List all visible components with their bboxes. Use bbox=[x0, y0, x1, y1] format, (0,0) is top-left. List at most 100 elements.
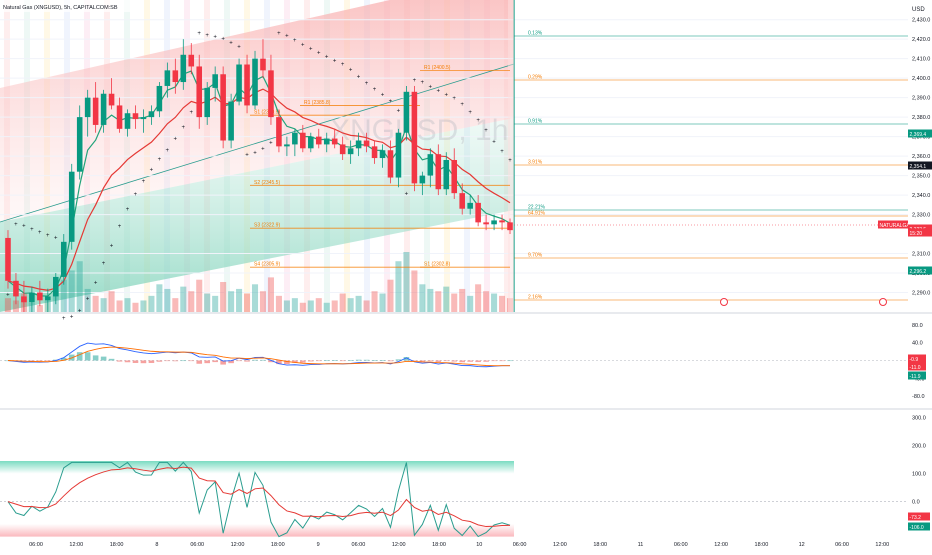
candle-body bbox=[244, 64, 250, 106]
psar-dot: + bbox=[421, 80, 425, 86]
price-tick-label: 2,290.0 bbox=[912, 291, 930, 297]
price-tick-label: 2,310.0 bbox=[912, 252, 930, 258]
psar-dot: + bbox=[405, 191, 409, 197]
macd-histogram-bar bbox=[92, 355, 99, 361]
volume-bar bbox=[68, 270, 75, 312]
macd-histogram-bar bbox=[300, 360, 306, 363]
macd-line bbox=[7, 342, 511, 368]
macd-histogram-bar bbox=[196, 360, 203, 364]
psar-dot: + bbox=[325, 55, 329, 61]
pivot-label: R1 (2400.5) bbox=[424, 65, 451, 71]
macd-histogram-bar bbox=[379, 360, 386, 361]
price-tick-label: 2,410.0 bbox=[912, 57, 930, 63]
volume-bar bbox=[76, 261, 83, 312]
psar-dot: + bbox=[30, 227, 34, 233]
candle-body bbox=[379, 150, 386, 159]
candle-body bbox=[308, 136, 314, 149]
volume-bar bbox=[116, 300, 123, 312]
psar-dot: + bbox=[142, 179, 146, 185]
candle-body bbox=[37, 292, 43, 301]
macd-histogram-bar bbox=[292, 360, 298, 363]
psar-dot: + bbox=[189, 110, 193, 116]
cci-line bbox=[7, 461, 511, 538]
volume-bar bbox=[459, 288, 466, 312]
macd-tick-label: 80.0 bbox=[912, 323, 923, 329]
volume-bar bbox=[259, 291, 267, 312]
macd-histogram-bar bbox=[244, 360, 250, 362]
pivot-label: R1 (2385.8) bbox=[304, 100, 331, 106]
candle-body bbox=[60, 241, 67, 277]
candle-body bbox=[331, 138, 338, 145]
volume-bar bbox=[483, 291, 490, 312]
volume-bar bbox=[499, 295, 506, 312]
time-tick-label: 12 bbox=[799, 542, 805, 548]
macd-histogram-bar bbox=[204, 360, 210, 364]
psar-dot: + bbox=[277, 31, 281, 37]
psar-dot: + bbox=[174, 137, 178, 143]
cci-tag bbox=[908, 522, 930, 531]
psar-dot: + bbox=[373, 87, 377, 93]
candle-body bbox=[491, 220, 497, 225]
currency-label: USD bbox=[912, 7, 925, 13]
candle-body bbox=[164, 70, 171, 86]
macd-histogram-bar bbox=[331, 360, 338, 361]
macd-histogram-bar bbox=[29, 360, 35, 362]
macd-histogram-bar bbox=[387, 360, 394, 362]
macd-histogram-bar bbox=[164, 360, 171, 362]
psar-dot: + bbox=[492, 139, 496, 145]
time-tick-label: 12:00 bbox=[875, 542, 889, 548]
volume-bar bbox=[275, 295, 282, 312]
cci-oversold-band bbox=[0, 524, 514, 537]
volume-bar bbox=[331, 300, 338, 312]
price-tag bbox=[908, 228, 932, 237]
candle-body bbox=[371, 146, 378, 159]
candle-body bbox=[188, 54, 195, 67]
candle-body bbox=[435, 154, 442, 190]
psar-dot: + bbox=[150, 167, 154, 173]
macd-histogram-bar bbox=[284, 360, 290, 365]
candle-body bbox=[347, 148, 354, 155]
volume-bar bbox=[60, 279, 67, 312]
psar-dot: + bbox=[86, 297, 90, 303]
price-tick-label: 2,350.0 bbox=[912, 174, 930, 180]
candle-body bbox=[507, 222, 513, 231]
price-tick-label: 2,370.0 bbox=[912, 135, 930, 141]
candle-body bbox=[276, 117, 282, 147]
candle-body bbox=[395, 132, 402, 178]
volume-bar bbox=[411, 270, 418, 312]
fib-level-label: 0.13% bbox=[528, 31, 543, 37]
volume-bar bbox=[363, 300, 370, 312]
macd-histogram-bar bbox=[323, 360, 330, 362]
macd-histogram-bar bbox=[347, 360, 354, 361]
channel-upper-band bbox=[0, 0, 514, 222]
volume-bar bbox=[244, 293, 251, 312]
candle-body bbox=[21, 296, 27, 303]
candle-body bbox=[204, 87, 210, 118]
candle-body bbox=[252, 58, 258, 106]
macd-histogram-bar bbox=[260, 359, 266, 361]
macd-tag-label: -11.9 bbox=[910, 374, 921, 380]
volume-bar bbox=[220, 282, 227, 312]
candle-body bbox=[268, 70, 274, 118]
time-tick-label: 12:00 bbox=[231, 542, 245, 548]
time-tick-label: 06:00 bbox=[513, 542, 527, 548]
macd-histogram-bar bbox=[467, 360, 473, 362]
volume-bar bbox=[291, 298, 298, 312]
candle-body bbox=[451, 160, 458, 194]
psar-dot: + bbox=[70, 314, 74, 320]
volume-bar bbox=[148, 295, 155, 312]
volume-bar bbox=[339, 293, 346, 312]
macd-histogram-bar bbox=[188, 360, 195, 362]
psar-dot: + bbox=[158, 157, 162, 163]
psar-dot: + bbox=[413, 78, 417, 84]
candle-body bbox=[100, 93, 107, 125]
macd-tag bbox=[908, 354, 926, 363]
price-tag bbox=[908, 129, 932, 138]
volume-bar bbox=[395, 261, 402, 312]
volume-bar bbox=[100, 298, 107, 312]
candle-body bbox=[260, 58, 266, 71]
psar-dot: + bbox=[229, 41, 233, 47]
pivot-label: S4 (2305.9) bbox=[254, 262, 280, 268]
